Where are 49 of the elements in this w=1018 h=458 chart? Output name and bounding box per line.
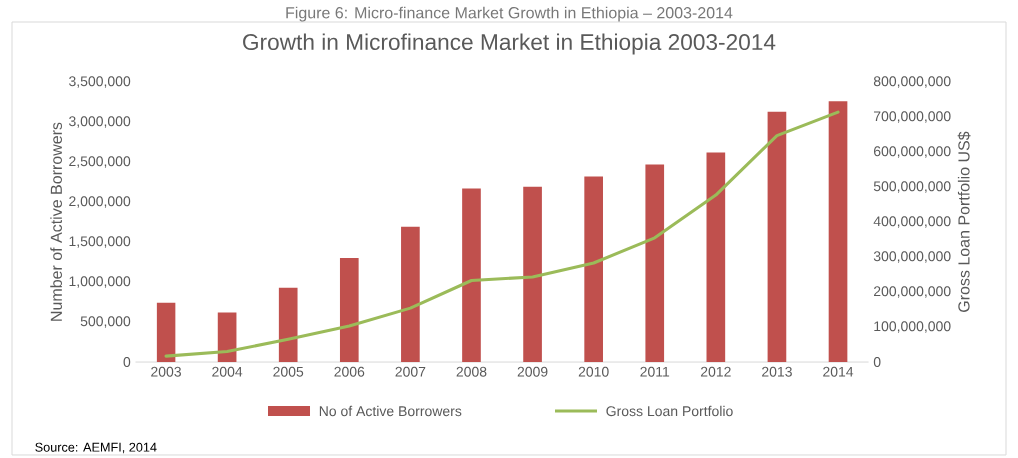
y2-tick-label: 300,000,000 [873,251,951,264]
bar [828,101,848,363]
x-tick-label: 2003 [151,366,181,377]
y2-tick-label: 400,000,000 [873,216,951,229]
x-tick-label: 2010 [578,366,609,377]
y-tick-label: 1,000,000 [69,276,131,289]
x-tick-label: 2014 [823,366,854,377]
legend-label: No of Active Borrowers [319,406,462,417]
bar [462,188,481,363]
x-tick-label: 2006 [334,366,365,377]
y-tick-label: 1,500,000 [69,236,131,249]
x-tick-label: 2011 [640,366,670,377]
y-tick-label: 3,500,000 [69,76,131,89]
y2-tick-label: 0 [873,357,881,368]
y2-tick-label: 100,000,000 [874,321,951,334]
bar [217,312,237,363]
x-tick-label: 2004 [212,366,243,377]
bar [706,152,726,363]
y2-tick-label: 800,000,000 [873,76,951,89]
y2-axis-title: Gross Loan Portfolio US$ [957,131,971,313]
y2-tick-label: 500,000,000 [873,181,951,194]
legend-label: Gross Loan Portfolio [606,406,733,417]
y-tick-label: 500,000 [80,316,131,329]
bar [584,176,603,363]
y-axis-title: Number of Active Borrowers [50,122,62,321]
y-tick-label: 2,000,000 [69,196,131,209]
bar [278,287,298,363]
line-series [164,110,840,358]
x-tick-label: 2012 [700,366,731,377]
caption: Figure 6: Micro-finance Market Growth in Ethiopia – 2003-2014 [286,6,733,22]
bar [645,164,665,363]
source-note: Source: AEMFI, 2014 [35,442,157,454]
x-tick-label: 2005 [273,366,304,377]
y2-tick-label: 200,000,000 [873,286,951,299]
x-tick-label: 2009 [517,366,548,377]
x-tick-label: 2008 [456,366,487,377]
y-tick-label: 3,000,000 [69,116,131,129]
chart-title: Growth in Microfinance Market in Ethiopia 2003-2014 [243,33,776,55]
bar [767,111,787,363]
bar [339,258,359,363]
y-tick-label: 2,500,000 [69,156,131,169]
x-tick-label: 2007 [395,366,426,377]
y2-tick-label: 600,000,000 [873,146,951,159]
x-tick-label: 2013 [762,366,792,377]
bar [156,303,176,363]
bar [401,227,420,363]
bar [523,187,542,363]
y-tick-label: 0 [123,357,131,368]
y2-tick-label: 700,000,000 [873,111,951,124]
